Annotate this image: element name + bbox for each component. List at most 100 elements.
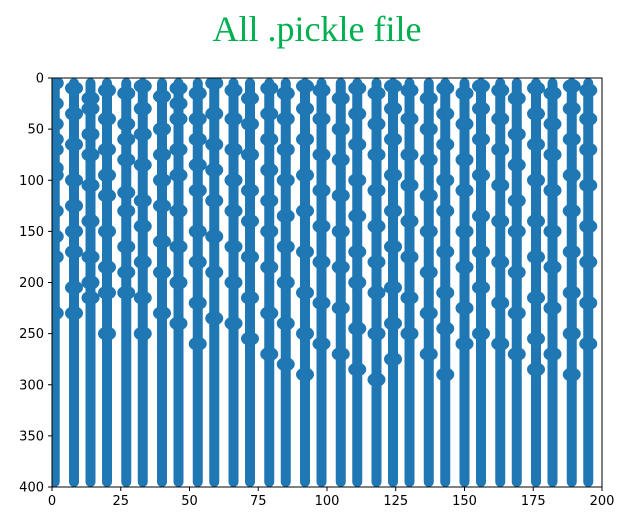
data-point bbox=[527, 81, 545, 96]
data-point bbox=[562, 101, 581, 116]
data-point bbox=[472, 101, 490, 116]
data-point bbox=[52, 306, 64, 321]
data-point bbox=[384, 280, 402, 295]
marker-column bbox=[157, 78, 167, 487]
data-point bbox=[331, 301, 350, 316]
data-point bbox=[188, 111, 207, 126]
marker-column bbox=[459, 78, 470, 487]
data-point bbox=[188, 157, 207, 172]
data-point bbox=[562, 326, 581, 341]
marker-column bbox=[121, 78, 132, 487]
marker-column bbox=[511, 78, 522, 487]
data-point bbox=[436, 137, 455, 152]
data-point bbox=[507, 193, 526, 208]
data-point bbox=[52, 249, 64, 264]
data-point bbox=[169, 203, 188, 218]
data-point bbox=[472, 79, 490, 94]
data-point bbox=[472, 244, 490, 259]
data-point bbox=[169, 275, 188, 290]
data-point bbox=[224, 111, 243, 126]
data-point bbox=[367, 372, 386, 387]
data-point bbox=[491, 295, 510, 310]
data-point bbox=[133, 255, 152, 270]
data-point bbox=[436, 367, 455, 382]
data-point bbox=[579, 83, 598, 98]
data-point bbox=[579, 336, 598, 351]
marker-column bbox=[547, 78, 558, 487]
data-point bbox=[312, 83, 331, 98]
data-point bbox=[153, 89, 171, 104]
y-tick-label: 200 bbox=[19, 276, 44, 291]
data-point bbox=[348, 137, 367, 152]
data-point bbox=[312, 183, 331, 198]
data-point bbox=[312, 255, 331, 270]
data-point bbox=[296, 367, 314, 382]
data-point bbox=[507, 224, 526, 239]
data-point bbox=[260, 132, 279, 147]
data-point bbox=[384, 239, 402, 254]
data-point bbox=[81, 275, 100, 290]
data-point bbox=[133, 127, 152, 142]
data-point bbox=[400, 214, 419, 229]
data-point bbox=[224, 239, 243, 254]
data-point bbox=[260, 260, 279, 275]
data-point bbox=[205, 265, 224, 280]
data-point bbox=[455, 117, 474, 132]
data-point bbox=[153, 265, 171, 280]
data-point bbox=[312, 147, 331, 162]
data-point bbox=[276, 111, 295, 126]
data-point bbox=[400, 147, 419, 162]
data-point bbox=[276, 86, 295, 101]
data-point bbox=[543, 147, 562, 162]
data-point bbox=[579, 178, 598, 193]
data-point bbox=[260, 224, 279, 239]
data-point bbox=[133, 101, 152, 116]
marker-column bbox=[137, 78, 148, 487]
data-point bbox=[98, 168, 116, 183]
data-point bbox=[65, 224, 83, 239]
data-point bbox=[117, 265, 136, 280]
data-point bbox=[117, 132, 136, 147]
data-point bbox=[241, 214, 259, 229]
data-point bbox=[133, 219, 152, 234]
data-point bbox=[491, 111, 510, 126]
data-point bbox=[153, 198, 171, 213]
data-point bbox=[507, 157, 526, 172]
data-point bbox=[296, 79, 314, 94]
data-point bbox=[153, 173, 171, 188]
data-point bbox=[491, 178, 510, 193]
data-point bbox=[331, 188, 350, 203]
data-point bbox=[312, 295, 331, 310]
data-point bbox=[276, 239, 295, 254]
x-tick-label: 25 bbox=[112, 494, 129, 509]
data-point bbox=[169, 111, 188, 126]
data-point bbox=[224, 203, 243, 218]
data-point bbox=[491, 336, 510, 351]
data-point bbox=[348, 321, 367, 336]
data-point bbox=[562, 244, 581, 259]
data-point bbox=[276, 275, 295, 290]
data-point bbox=[579, 219, 598, 234]
data-point bbox=[241, 331, 259, 346]
data-point bbox=[472, 280, 490, 295]
data-point bbox=[81, 249, 100, 264]
marker-column bbox=[209, 78, 220, 487]
data-point bbox=[153, 147, 171, 162]
data-point bbox=[52, 78, 64, 91]
data-point bbox=[419, 152, 438, 167]
data-point bbox=[153, 122, 171, 137]
data-point bbox=[188, 224, 207, 239]
data-point bbox=[579, 111, 598, 126]
data-point bbox=[276, 316, 295, 331]
data-point bbox=[205, 193, 224, 208]
data-point bbox=[436, 106, 455, 121]
data-point bbox=[419, 188, 438, 203]
data-point bbox=[384, 132, 402, 147]
data-point bbox=[527, 173, 545, 188]
data-point bbox=[419, 224, 438, 239]
data-point bbox=[491, 255, 510, 270]
data-point bbox=[276, 209, 295, 224]
data-point bbox=[507, 265, 526, 280]
data-point bbox=[367, 117, 386, 132]
